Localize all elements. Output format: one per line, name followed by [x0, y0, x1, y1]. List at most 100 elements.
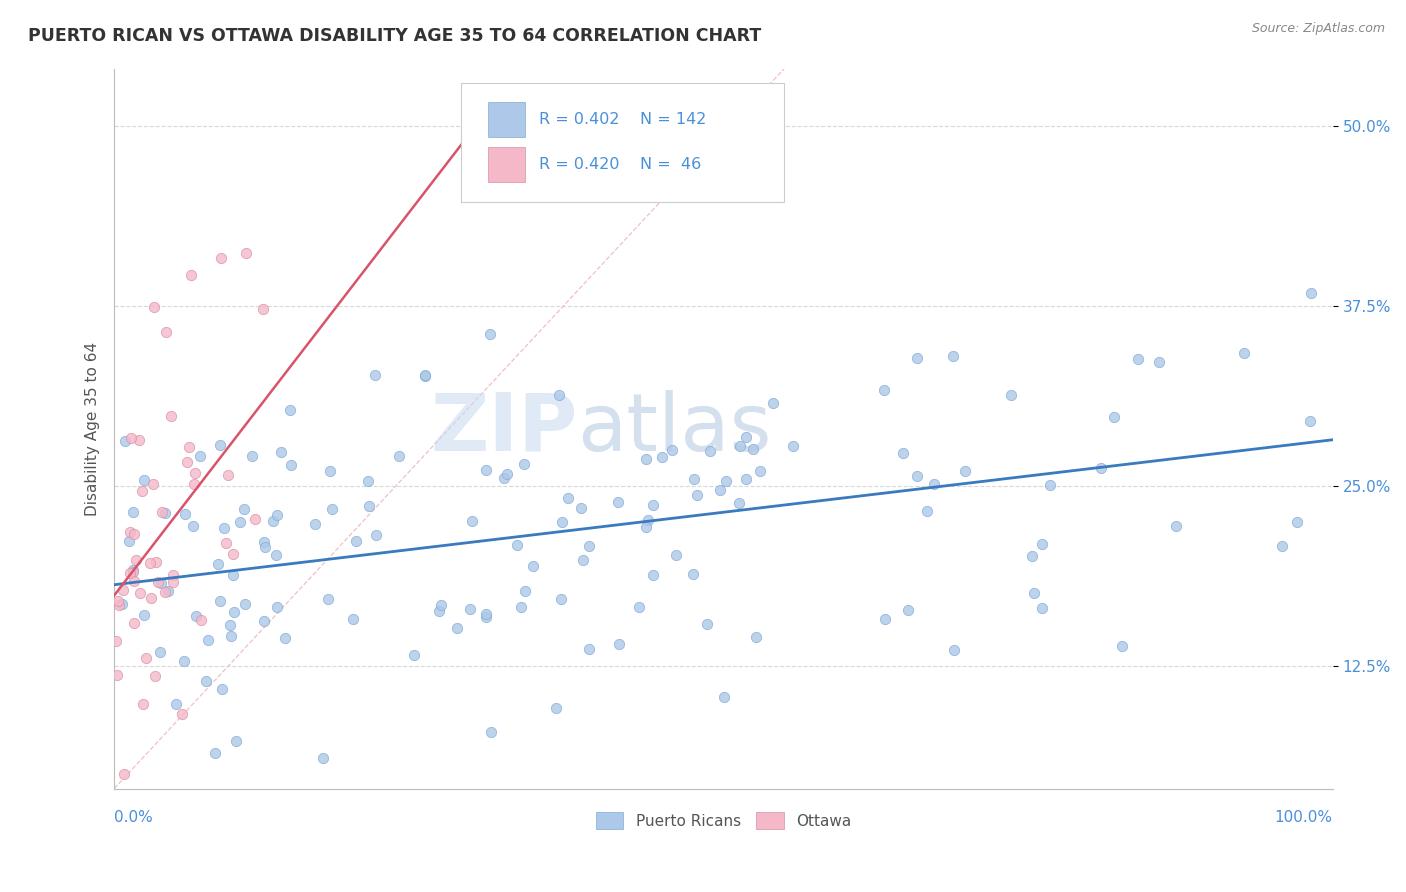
Point: [905, 351, 928, 365]
Point: [1285, 515, 1308, 529]
Point: [262, 514, 284, 528]
Point: [195, 673, 218, 688]
Text: 0.0%: 0.0%: [114, 810, 153, 825]
Point: [153, 584, 176, 599]
Point: [735, 472, 758, 486]
Point: [181, 518, 204, 533]
Point: [209, 251, 232, 265]
Point: [641, 568, 664, 582]
Point: [208, 594, 231, 608]
Y-axis label: Disability Age 35 to 64: Disability Age 35 to 64: [86, 342, 100, 516]
Point: [280, 458, 302, 472]
Point: [661, 443, 683, 458]
Point: [1147, 355, 1170, 369]
Point: [1299, 415, 1322, 429]
Point: [121, 565, 143, 579]
Point: [1000, 388, 1022, 402]
Point: [122, 527, 145, 541]
Point: [114, 434, 136, 448]
Point: [139, 556, 162, 570]
Point: [478, 327, 501, 342]
Point: [641, 498, 664, 512]
Point: [686, 488, 709, 502]
Point: [1031, 601, 1053, 615]
Point: [107, 594, 129, 608]
Point: [270, 445, 292, 459]
Point: [917, 504, 939, 518]
Point: [557, 491, 579, 505]
Point: [734, 430, 756, 444]
Point: [207, 558, 229, 572]
Point: [873, 383, 896, 397]
Point: [458, 602, 481, 616]
Point: [364, 368, 387, 382]
Point: [1022, 586, 1045, 600]
Point: [219, 629, 242, 643]
Point: [214, 535, 236, 549]
Point: [132, 608, 155, 623]
Point: [150, 505, 173, 519]
Point: [475, 463, 498, 477]
Point: [197, 632, 219, 647]
Point: [748, 464, 770, 478]
Point: [143, 300, 166, 314]
Point: [131, 484, 153, 499]
FancyBboxPatch shape: [488, 103, 524, 136]
Point: [1111, 639, 1133, 653]
Point: [105, 634, 128, 648]
Point: [177, 440, 200, 454]
Point: [905, 468, 928, 483]
Point: [427, 604, 450, 618]
Point: [253, 615, 276, 629]
Point: [651, 450, 673, 465]
Point: [174, 507, 197, 521]
Point: [124, 574, 146, 589]
Point: [274, 631, 297, 645]
Point: [142, 477, 165, 491]
Point: [184, 609, 207, 624]
Point: [1021, 549, 1043, 563]
Point: [1039, 477, 1062, 491]
Point: [782, 440, 804, 454]
Point: [217, 468, 239, 483]
Point: [550, 515, 572, 529]
Point: [344, 533, 367, 548]
Point: [728, 495, 751, 509]
Point: [229, 516, 252, 530]
Point: [709, 483, 731, 497]
FancyBboxPatch shape: [488, 147, 524, 182]
Point: [475, 609, 498, 624]
Point: [479, 725, 502, 739]
Point: [496, 467, 519, 482]
Point: [209, 438, 232, 452]
Point: [342, 612, 364, 626]
Point: [544, 700, 567, 714]
Point: [1299, 285, 1322, 300]
Point: [266, 508, 288, 523]
Point: [235, 246, 257, 260]
Point: [111, 597, 134, 611]
Point: [713, 690, 735, 704]
Point: [162, 568, 184, 582]
Point: [219, 617, 242, 632]
Point: [388, 450, 411, 464]
Point: [173, 653, 195, 667]
Point: [319, 464, 342, 478]
Point: [321, 502, 343, 516]
Text: 100.0%: 100.0%: [1275, 810, 1333, 825]
Point: [1090, 461, 1112, 475]
Point: [413, 368, 436, 382]
Point: [132, 697, 155, 711]
Point: [233, 501, 256, 516]
Point: [118, 524, 141, 539]
Point: [699, 443, 721, 458]
Point: [162, 574, 184, 589]
Point: [628, 600, 651, 615]
Point: [135, 651, 157, 665]
Point: [446, 621, 468, 635]
Point: [304, 517, 326, 532]
Point: [125, 552, 148, 566]
Point: [120, 566, 142, 580]
Point: [1233, 345, 1256, 359]
Point: [609, 638, 631, 652]
